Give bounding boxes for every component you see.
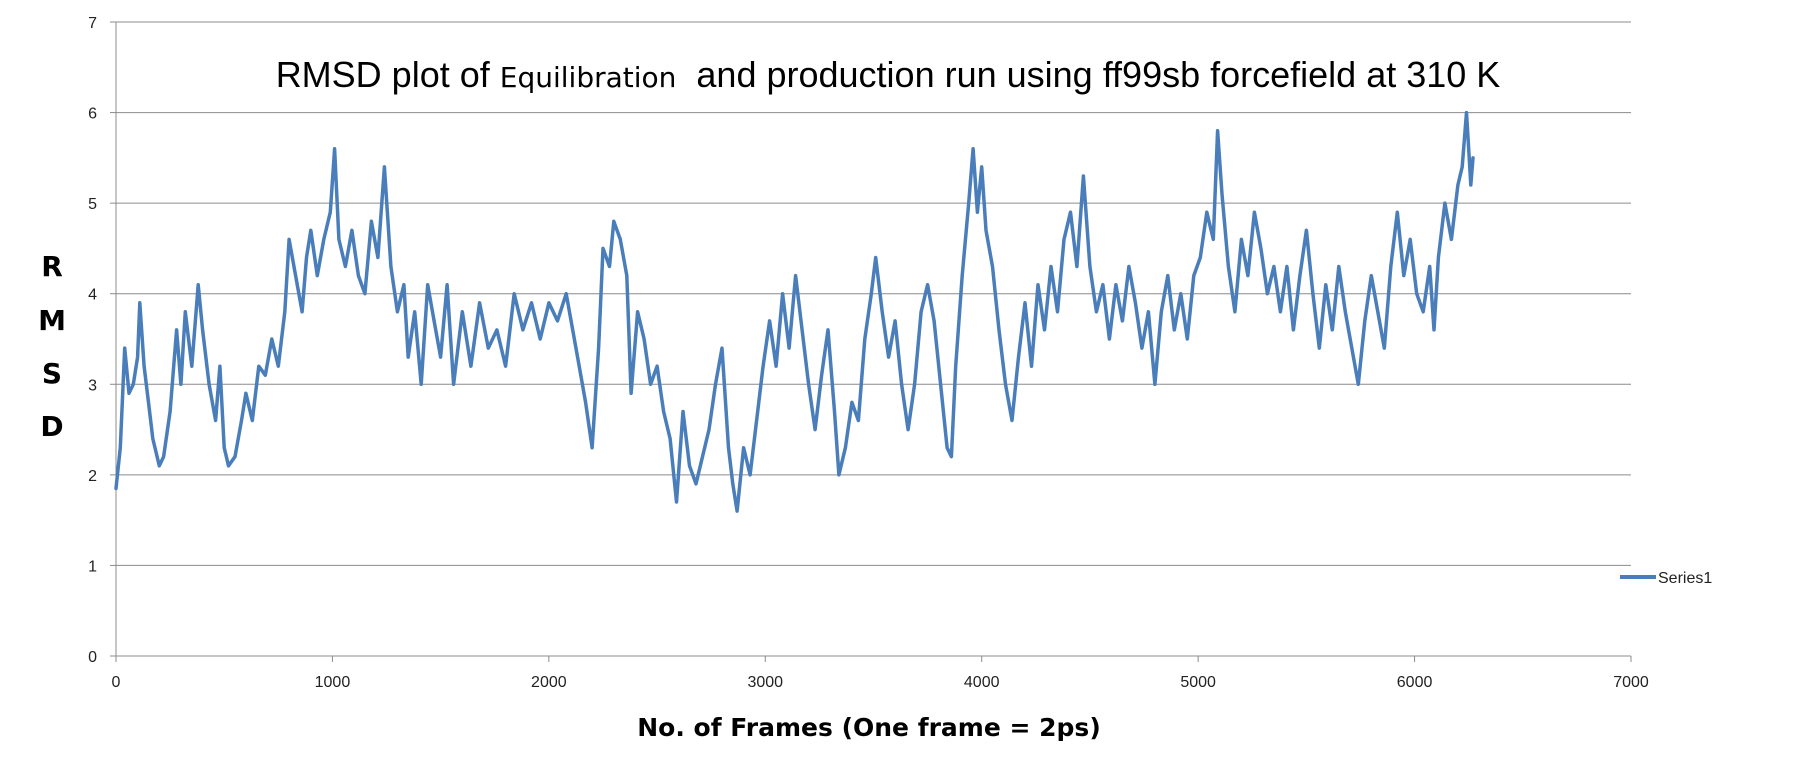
y-tick-label: 2: [88, 468, 97, 485]
x-tick-label: 7000: [1613, 674, 1649, 691]
y-tick-label: 6: [88, 106, 97, 123]
y-axis-label-letter: M: [38, 304, 66, 337]
y-tick-label: 3: [88, 377, 97, 394]
series-line-series1: [114, 110, 1475, 513]
chart-title-part-3: and production run using ff99sb forcefie…: [676, 54, 1500, 95]
y-axis-label-letter: D: [40, 410, 63, 443]
y-tick-label: 4: [88, 287, 97, 304]
y-tick-label: 7: [88, 15, 97, 32]
chart-title: RMSD plot of Equilibration and productio…: [276, 54, 1501, 95]
legend-label-series1: Series1: [1658, 570, 1712, 587]
x-axis-label: No. of Frames (One frame = 2ps): [637, 713, 1101, 742]
y-tick-label: 0: [88, 649, 97, 666]
x-tick-label: 6000: [1397, 674, 1433, 691]
x-tick-label: 4000: [964, 674, 1000, 691]
y-tick-label: 1: [88, 558, 97, 575]
x-tick-label: 5000: [1180, 674, 1216, 691]
tick-labels: 0 1 2 3 4 5 6 7 0 1000 2000 3000 4000 5000 6000 7000: [88, 15, 1649, 691]
x-tick-label: 0: [112, 674, 121, 691]
grid-lines: [116, 21, 1631, 566]
y-tick-label: 5: [88, 196, 97, 213]
axes: [110, 21, 1632, 662]
x-tick-label: 1000: [315, 674, 351, 691]
y-axis-label: R M S D: [38, 250, 66, 443]
y-axis-label-letter: S: [42, 357, 62, 390]
x-tick-label: 3000: [747, 674, 783, 691]
x-tick-label: 2000: [531, 674, 567, 691]
chart-title-part-2: Equilibration: [500, 61, 677, 94]
series-lines: [114, 110, 1475, 513]
legend: Series1: [1620, 570, 1712, 587]
y-axis-label-letter: R: [41, 250, 63, 283]
chart-title-part-1: RMSD plot of: [276, 54, 500, 95]
